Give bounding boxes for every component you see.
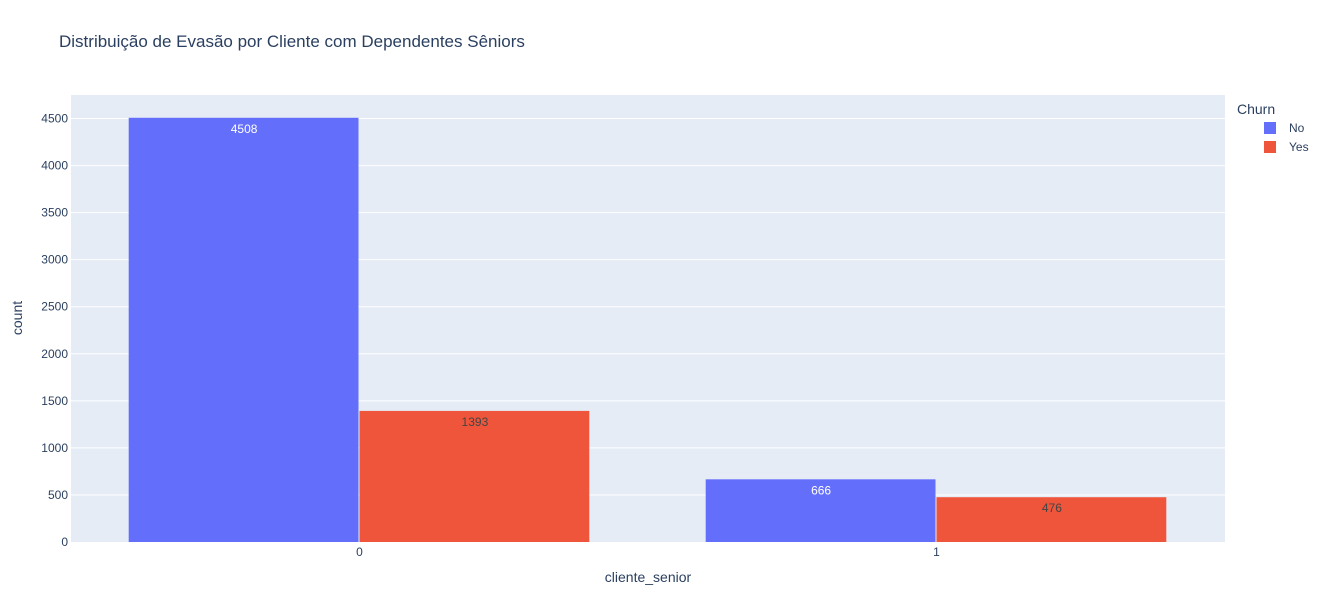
bar-value-label: 666 (811, 483, 831, 497)
y-tick-label: 1500 (41, 394, 68, 408)
y-tick-label: 3500 (41, 206, 68, 220)
bar-value-label: 4508 (231, 122, 258, 136)
bar-yes-0[interactable] (359, 410, 590, 542)
y-tick-label: 4500 (41, 112, 68, 126)
legend[interactable]: Churn No Yes (1237, 101, 1309, 154)
legend-label: Yes (1289, 140, 1309, 154)
y-tick-label: 4000 (41, 159, 68, 173)
bar-yes-1[interactable] (936, 497, 1167, 542)
y-axis-ticks: 0 500 1000 1500 2000 2500 3000 3500 4000 4500 (41, 112, 68, 549)
y-tick-label: 2500 (41, 300, 68, 314)
legend-title: Churn (1237, 101, 1275, 117)
y-tick-label: 500 (48, 488, 68, 502)
y-tick-label: 3000 (41, 253, 68, 267)
bar-value-label: 1393 (462, 415, 489, 429)
y-tick-label: 0 (61, 535, 68, 549)
y-tick-label: 2000 (41, 347, 68, 361)
y-tick-label: 1000 (41, 441, 68, 455)
legend-label: No (1289, 121, 1305, 135)
y-axis-title: count (9, 301, 25, 335)
legend-item-no[interactable]: No (1264, 121, 1305, 135)
chart-title: Distribuição de Evasão por Cliente com D… (59, 32, 525, 51)
legend-swatch (1264, 141, 1276, 153)
legend-items[interactable]: No Yes (1264, 121, 1309, 154)
x-tick-label: 1 (933, 545, 940, 559)
bar-no-1[interactable] (705, 479, 936, 542)
bar-labels: 4508 1393 666 476 (231, 122, 1062, 515)
x-tick-label: 0 (356, 545, 363, 559)
bar-no-0[interactable] (128, 117, 359, 543)
x-axis-title: cliente_senior (605, 569, 692, 585)
legend-item-yes[interactable]: Yes (1264, 140, 1309, 154)
bars[interactable] (128, 117, 1167, 543)
bar-value-label: 476 (1042, 501, 1062, 515)
legend-swatch (1264, 122, 1276, 134)
